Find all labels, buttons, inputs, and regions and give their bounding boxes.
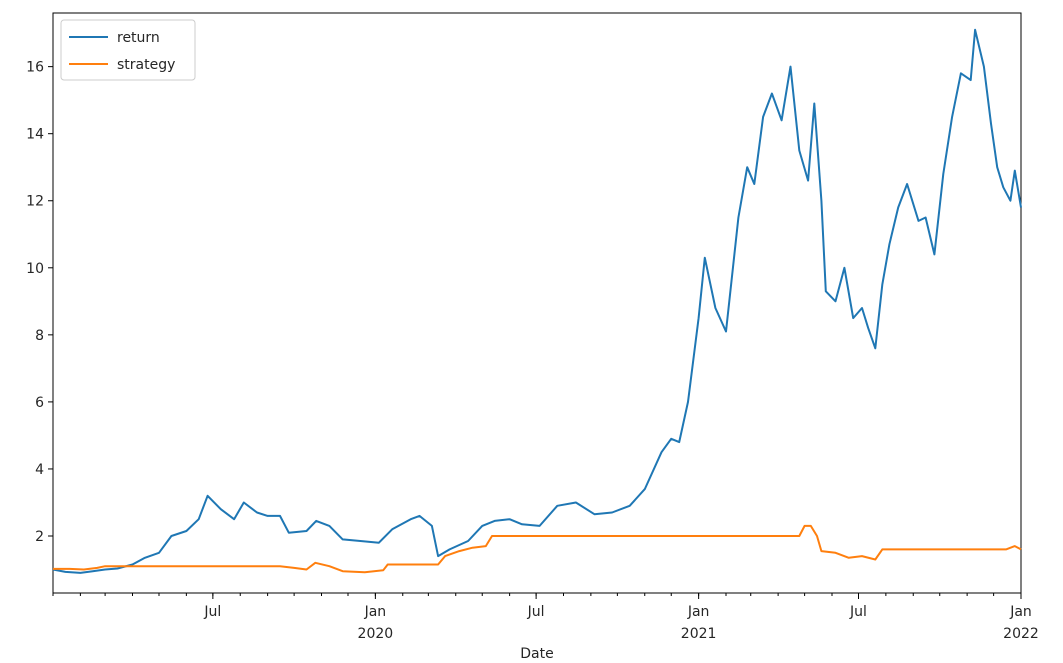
x-tick-label: Jul [203,604,221,620]
y-tick-label: 12 [26,194,44,210]
x-tick-label: Jul [849,604,867,620]
plot-area [52,12,1022,594]
x-tick-year-label: 2021 [681,626,717,642]
y-tick-label: 4 [35,462,44,478]
legend: return strategy [60,19,196,81]
plot-frame [52,12,1022,594]
y-tick-label: 6 [35,395,44,411]
y-tick-label: 2 [35,529,44,545]
x-axis: Jul Jan 2020 Jul Jan 2021 Jul Jan 2022 [52,593,1039,642]
legend-label-return: return [117,30,160,46]
y-tick-label: 16 [26,60,44,76]
series-line-strategy [53,524,1022,574]
y-tick-label: 8 [35,328,44,344]
y-tick-label: 14 [26,127,44,143]
x-tick-label: Jan [364,604,387,620]
y-tick-label: 10 [26,261,44,277]
series-line-return [52,28,1022,574]
x-tick-label: Jan [1009,604,1032,620]
legend-label-strategy: strategy [117,57,175,73]
y-axis: 2 4 6 8 10 12 14 16 [26,60,53,545]
x-tick-label: Jan [687,604,710,620]
x-tick-year-label: 2022 [1003,626,1039,642]
x-tick-year-label: 2020 [358,626,394,642]
series-layer [52,28,1022,574]
x-axis-label: Date [520,646,553,662]
x-tick-label: Jul [527,604,545,620]
